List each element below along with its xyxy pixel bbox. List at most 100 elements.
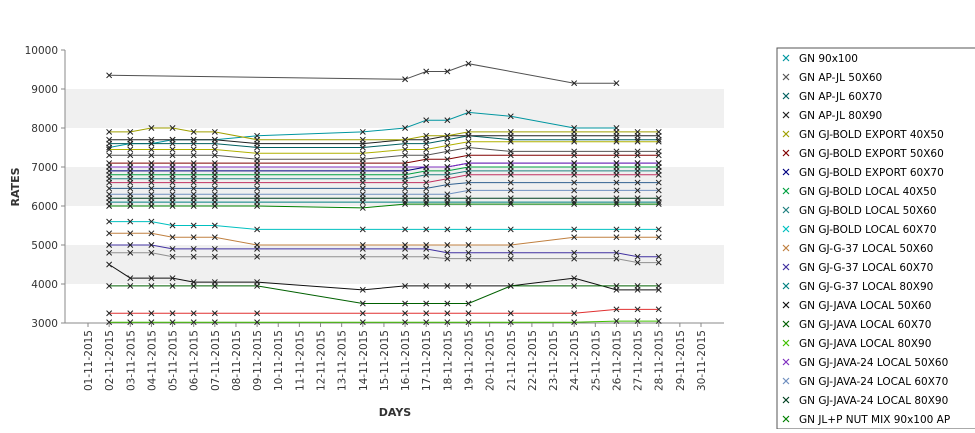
x-tick-label: 01-11-2015 [83, 330, 95, 391]
data-point [571, 275, 578, 282]
data-point [465, 195, 472, 202]
data-point [211, 185, 218, 192]
data-point [169, 282, 176, 289]
data-point [106, 230, 113, 237]
data-point [444, 226, 451, 233]
data-point [190, 310, 197, 317]
data-point [402, 164, 409, 170]
legend-marker [782, 54, 790, 62]
data-point [465, 138, 472, 145]
data-point [169, 146, 176, 153]
legend-label: GN GJ-BOLD EXPORT 50X60 [799, 148, 944, 160]
legend-marker [782, 396, 790, 404]
data-point [571, 249, 578, 256]
data-point [169, 164, 176, 170]
data-point [359, 286, 366, 293]
data-point [402, 253, 409, 260]
series-22 [106, 306, 662, 317]
data-point [106, 72, 113, 79]
data-point [444, 249, 451, 256]
legend-label: GN GJ-JAVA LOCAL 80X90 [799, 338, 931, 350]
data-point [402, 179, 409, 186]
data-point [444, 175, 451, 182]
legend-label: GN AP-JL 50X60 [799, 72, 882, 84]
data-point [254, 164, 261, 170]
data-point [423, 146, 430, 153]
data-point [507, 187, 514, 194]
data-point [444, 319, 451, 326]
x-tick-label: 28-11-2015 [654, 330, 666, 391]
data-point [444, 201, 451, 208]
data-point [169, 319, 176, 326]
data-point [190, 319, 197, 326]
data-point [655, 171, 662, 178]
data-point [423, 319, 430, 326]
grid-band [65, 167, 724, 206]
series-19 [106, 195, 662, 202]
data-point [613, 80, 620, 87]
data-point [634, 128, 641, 135]
data-point [655, 226, 662, 233]
data-point [402, 185, 409, 192]
data-point [148, 230, 155, 237]
data-point [127, 275, 134, 282]
legend-label: GN GJ-G-37 LOCAL 50X60 [799, 243, 933, 255]
data-point [211, 152, 218, 159]
data-point [571, 319, 578, 326]
data-point [444, 181, 451, 188]
legend-label: GN GJ-JAVA-24 LOCAL 60X70 [799, 376, 948, 388]
data-point [190, 234, 197, 241]
x-tick-label: 05-11-2015 [168, 330, 180, 391]
data-point [148, 146, 155, 153]
data-point [106, 164, 113, 170]
data-point [127, 128, 134, 135]
data-point [211, 245, 218, 252]
data-point [655, 179, 662, 186]
data-point [402, 300, 409, 307]
legend-label: GN AP-JL 80X90 [799, 110, 882, 122]
data-point [507, 113, 514, 120]
data-point [127, 179, 134, 186]
legend: GN 90x100 GN AP-JL 50X60 GN AP-JL 60X70 GN … [776, 47, 975, 430]
data-point [211, 195, 218, 202]
x-tick-label: 16-11-2015 [400, 330, 412, 391]
data-point [655, 138, 662, 145]
x-tick-label: 12-11-2015 [316, 330, 328, 391]
data-point [423, 201, 430, 208]
data-point [127, 164, 134, 170]
legend-marker [782, 111, 790, 119]
data-point [571, 179, 578, 186]
data-point [169, 152, 176, 159]
data-point [127, 319, 134, 326]
data-point [211, 253, 218, 260]
data-point [465, 282, 472, 289]
data-point [359, 195, 366, 202]
data-point [169, 245, 176, 252]
data-point [106, 146, 113, 153]
x-axis-title: DAYS [379, 406, 412, 419]
data-point [402, 76, 409, 83]
data-point [211, 234, 218, 241]
data-point [507, 255, 514, 262]
legend-marker [782, 73, 790, 81]
legend-label: GN GJ-JAVA LOCAL 50X60 [799, 300, 931, 312]
data-point [465, 201, 472, 208]
legend-marker [782, 206, 790, 214]
data-point [359, 226, 366, 233]
data-point [444, 148, 451, 155]
data-point [359, 310, 366, 317]
y-tick-label: 8000 [31, 123, 58, 135]
legend-label: GN JL+P NUT MIX 90x100 AP [799, 414, 950, 426]
data-point [465, 249, 472, 256]
data-point [190, 245, 197, 252]
data-point [634, 318, 641, 325]
data-point [106, 152, 113, 159]
data-point [127, 203, 134, 209]
data-point [148, 185, 155, 192]
series-11 [106, 230, 662, 248]
data-point [634, 179, 641, 186]
x-tick-label: 25-11-2015 [590, 330, 602, 391]
data-point [254, 185, 261, 192]
data-point [465, 152, 472, 159]
data-point [106, 249, 113, 256]
